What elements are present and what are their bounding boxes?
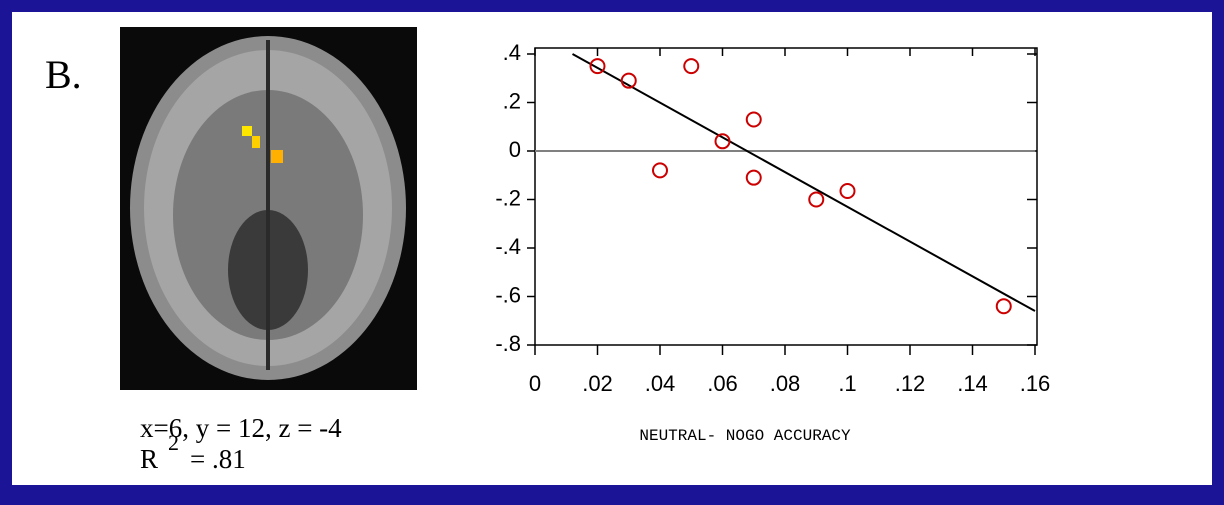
brain-image xyxy=(120,27,417,390)
x-tick-label: .14 xyxy=(957,371,988,396)
x-tick-label: .16 xyxy=(1020,371,1051,396)
x-tick-label: 0 xyxy=(529,371,541,396)
x-axis-label: NEUTRAL- NOGO ACCURACY xyxy=(639,427,851,445)
x-tick-label: .04 xyxy=(645,371,676,396)
y-tick-label: -.4 xyxy=(495,234,521,259)
r2-exponent: 2 xyxy=(168,430,179,455)
panel-label: B. xyxy=(45,52,82,97)
x-tick-label: .02 xyxy=(582,371,613,396)
r2-symbol: R xyxy=(140,444,158,474)
x-tick-label: .06 xyxy=(707,371,738,396)
y-tick-label: .4 xyxy=(503,40,521,65)
slide: B. x=6, y = 12, z = -4 R 2 = .81 NEUTRAL… xyxy=(0,0,1224,505)
y-tick-label: -.6 xyxy=(495,282,521,307)
y-tick-label: 0 xyxy=(509,137,521,162)
x-tick-label: .08 xyxy=(770,371,801,396)
r2-value: = .81 xyxy=(190,444,246,474)
y-tick-label: .2 xyxy=(503,88,521,113)
x-tick-label: .12 xyxy=(895,371,926,396)
y-tick-label: -.8 xyxy=(495,331,521,356)
x-tick-label: .1 xyxy=(838,371,856,396)
y-tick-label: -.2 xyxy=(495,185,521,210)
